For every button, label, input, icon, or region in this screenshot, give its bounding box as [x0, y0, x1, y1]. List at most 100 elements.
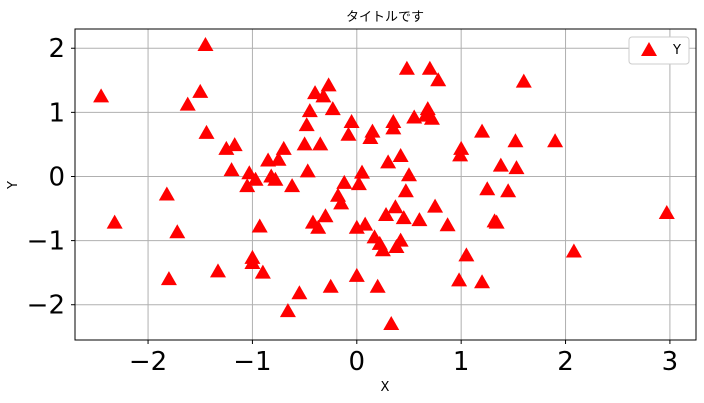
data-point	[160, 271, 177, 286]
data-point	[354, 164, 371, 179]
y-tick-label: 0	[48, 162, 65, 192]
legend-box	[628, 36, 690, 65]
data-point	[275, 140, 292, 155]
data-point	[423, 110, 440, 125]
data-point	[374, 242, 391, 257]
x-axis-label: X	[381, 380, 390, 395]
data-point	[474, 274, 491, 289]
data-point	[158, 186, 175, 201]
data-point	[260, 152, 277, 167]
data-point	[547, 133, 564, 148]
data-point	[348, 267, 365, 282]
data-point	[411, 212, 428, 227]
data-point	[565, 243, 582, 258]
data-point	[93, 88, 110, 103]
data-point	[198, 124, 215, 139]
data-point	[284, 178, 301, 193]
data-point	[392, 232, 409, 247]
data-point	[658, 205, 675, 220]
data-point	[267, 171, 284, 186]
data-point	[320, 77, 337, 92]
data-point	[324, 101, 341, 116]
data-point	[317, 208, 334, 223]
y-tick-label: 2	[48, 34, 65, 64]
data-point	[197, 37, 214, 52]
data-point	[430, 72, 447, 87]
data-point	[322, 278, 339, 293]
data-point	[492, 157, 509, 172]
data-point	[223, 162, 240, 177]
y-axis-ticks: −2 −1 0 1 2	[27, 34, 75, 321]
data-point	[427, 198, 444, 213]
data-point	[315, 88, 332, 103]
data-point	[397, 183, 414, 198]
data-point	[247, 171, 264, 186]
x-tick-label: 3	[662, 347, 679, 377]
data-point	[307, 85, 324, 100]
data-point	[336, 174, 353, 189]
data-point	[340, 126, 357, 141]
data-point	[270, 151, 287, 166]
data-point	[451, 272, 468, 287]
data-point	[507, 133, 524, 148]
x-tick-label: −2	[129, 347, 167, 377]
data-point	[279, 303, 296, 318]
data-point	[310, 219, 327, 234]
grid	[75, 29, 696, 340]
data-point	[474, 123, 491, 138]
data-point	[333, 195, 350, 210]
data-point	[179, 96, 196, 111]
data-point	[226, 137, 243, 152]
data-point	[395, 210, 412, 225]
data-point	[244, 249, 261, 264]
y-axis-label: Y	[6, 181, 21, 190]
data-point	[218, 140, 235, 155]
x-tick-label: 1	[453, 347, 470, 377]
data-point	[357, 216, 374, 231]
y-tick-label: −1	[27, 227, 65, 257]
data-point	[192, 83, 209, 98]
data-point	[515, 73, 532, 88]
data-point	[106, 214, 123, 229]
data-point	[378, 206, 395, 221]
legend: Y	[628, 36, 690, 65]
chart-title: タイトルです	[346, 10, 424, 25]
x-tick-label: −1	[233, 347, 271, 377]
data-point	[385, 120, 402, 135]
data-point	[298, 117, 315, 132]
data-point	[209, 263, 226, 278]
data-point	[364, 123, 381, 138]
data-point	[291, 285, 308, 300]
y-tick-label: 1	[48, 98, 65, 128]
legend-marker-icon	[641, 42, 657, 56]
data-point	[254, 264, 271, 279]
data-point	[350, 176, 367, 191]
data-points	[93, 37, 675, 330]
data-point	[479, 181, 496, 196]
data-point	[508, 160, 525, 175]
data-point	[343, 113, 360, 128]
y-tick-label: −2	[27, 291, 65, 321]
data-point	[251, 218, 268, 233]
data-point	[453, 140, 470, 155]
data-point	[458, 247, 475, 262]
data-point	[387, 199, 404, 214]
data-point	[369, 278, 386, 293]
data-point	[239, 178, 256, 193]
data-point	[488, 214, 505, 229]
data-point	[312, 136, 329, 151]
data-point	[299, 163, 316, 178]
data-point	[398, 60, 415, 75]
legend-label: Y	[672, 43, 681, 58]
x-axis-ticks: −2 −1 0 1 2 3	[129, 340, 678, 377]
data-point	[380, 154, 397, 169]
plot-frame	[74, 28, 697, 341]
data-point	[392, 147, 409, 162]
data-point	[421, 60, 438, 75]
x-tick-label: 0	[349, 347, 366, 377]
data-point	[439, 217, 456, 232]
data-point	[500, 183, 517, 198]
data-point	[406, 109, 423, 124]
